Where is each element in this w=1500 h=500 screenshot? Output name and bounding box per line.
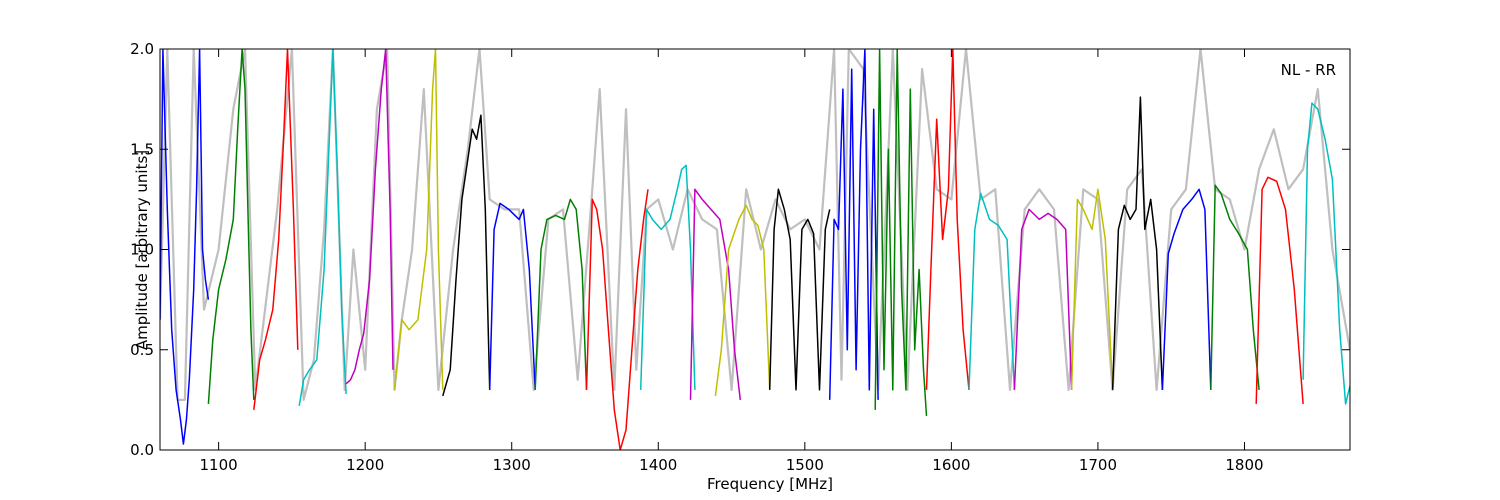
y-tick-label: 1.0 — [130, 241, 154, 259]
series-line-10 — [585, 189, 649, 450]
series-line-24 — [1255, 176, 1304, 404]
series-line-5 — [345, 49, 394, 385]
series-line-2 — [207, 49, 255, 404]
series-line-15 — [828, 49, 879, 400]
series-line-17 — [925, 49, 970, 390]
x-tick-label: 1500 — [786, 456, 824, 474]
series-line-21 — [1111, 96, 1164, 390]
series-line-7 — [442, 114, 491, 397]
series-line-12 — [689, 188, 742, 400]
ticks-layer: 1100 1200 1300 1400 1500 1600 1700 1800 0.0 0.5 1.… — [130, 40, 1350, 474]
x-axis-label: Frequency [MHz] — [707, 475, 833, 493]
series-line-3 — [253, 49, 299, 410]
series-line-6 — [393, 49, 444, 390]
y-tick-label: 0.0 — [130, 441, 154, 459]
series-line-22 — [1161, 188, 1212, 390]
x-tick-label: 1600 — [932, 456, 970, 474]
series-line-8 — [488, 202, 536, 390]
series-line-9 — [534, 198, 588, 390]
series-line-4 — [298, 49, 347, 407]
series-layer — [160, 49, 1350, 450]
series-line-13 — [714, 204, 771, 396]
series-line-23 — [1210, 184, 1260, 390]
x-tick-label: 1400 — [639, 456, 677, 474]
series-line-25 — [1302, 102, 1350, 405]
series-line-18 — [968, 192, 1016, 390]
y-axis-label: Amplitude [arbitrary units] — [133, 150, 151, 350]
x-tick-label: 1300 — [493, 456, 531, 474]
y-tick-label: 0.5 — [130, 341, 154, 359]
series-line-19 — [1013, 208, 1073, 390]
x-tick-label: 1100 — [200, 456, 238, 474]
y-tick-label: 1.5 — [130, 140, 154, 158]
series-line-14 — [768, 188, 831, 391]
series-line-20 — [1070, 188, 1114, 390]
series-line-1 — [160, 49, 210, 445]
series-line-16 — [874, 49, 928, 416]
y-tick-label: 2.0 — [130, 40, 154, 58]
annotation-label: NL - RR — [1281, 61, 1336, 79]
x-tick-label: 1200 — [346, 456, 384, 474]
x-tick-label: 1800 — [1225, 456, 1263, 474]
series-line-11 — [639, 164, 696, 390]
plot-background — [160, 49, 1350, 450]
x-tick-label: 1700 — [1079, 456, 1117, 474]
